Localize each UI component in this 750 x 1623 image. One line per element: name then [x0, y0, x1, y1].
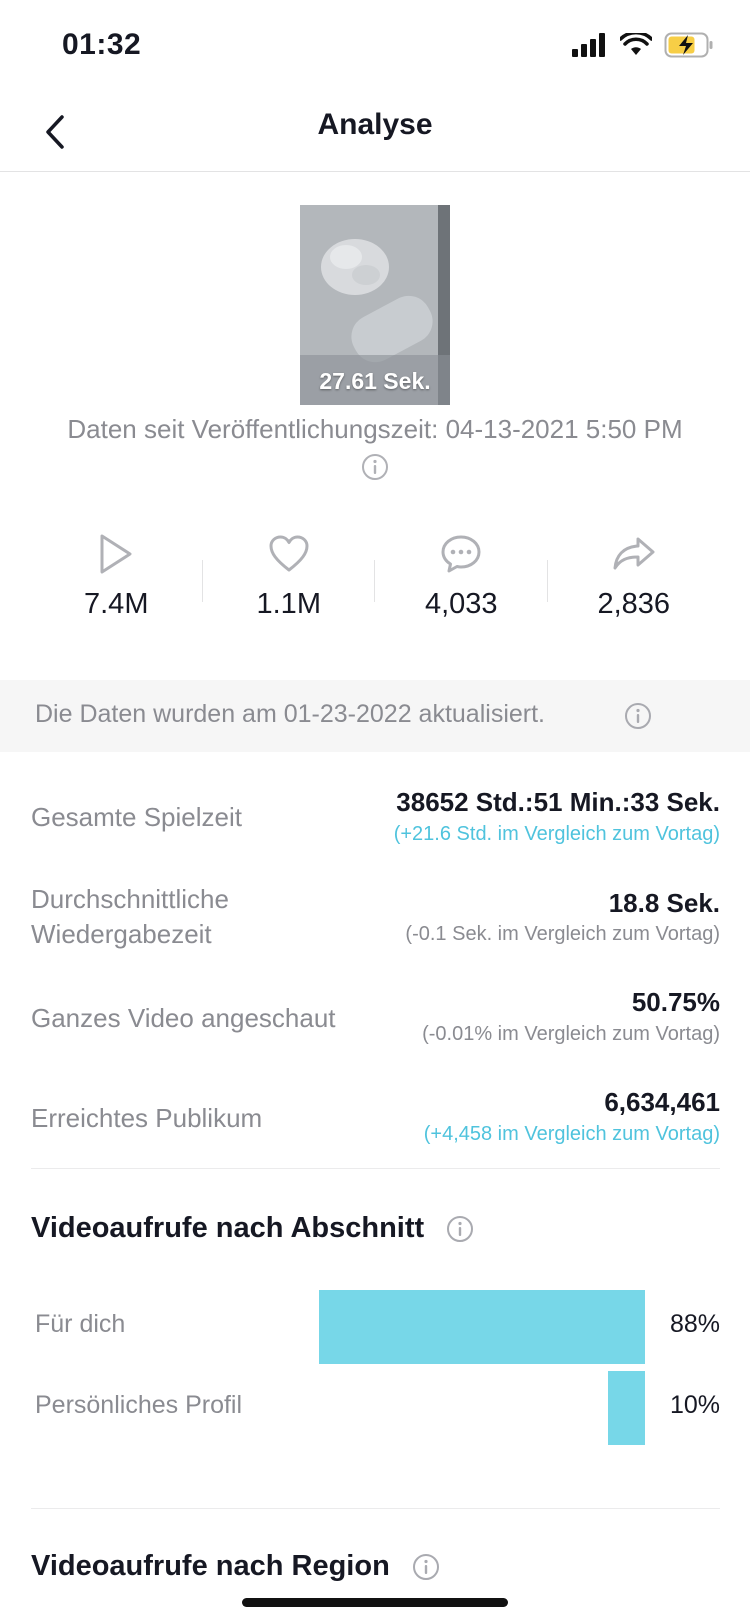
divider — [31, 1168, 720, 1169]
metric-value: 38652 Std.:51 Min.:33 Sek. — [396, 787, 720, 817]
info-icon[interactable] — [446, 1215, 474, 1243]
metric-value: 50.75% — [631, 987, 720, 1017]
metric-reached-audience: Erreichtes Publikum 6,634,461 (+4,458 im… — [31, 1085, 720, 1165]
heart-icon — [269, 535, 309, 572]
divider — [31, 1508, 720, 1509]
section-title-by-section: Videoaufrufe nach Abschnitt — [31, 1212, 474, 1245]
stat-shares-value: 2,836 — [597, 588, 671, 620]
divider — [546, 560, 548, 602]
metric-value: 6,634,461 — [604, 1087, 720, 1117]
stat-likes: 1.1M — [203, 530, 375, 640]
metric-average-watch-time: Durchschnittliche Wiedergabezeit 18.8 Se… — [31, 880, 720, 960]
bar-fill — [608, 1371, 645, 1445]
stat-comments: 4,033 — [375, 530, 548, 640]
battery-charging-icon — [664, 32, 713, 58]
signal-icon — [572, 33, 605, 57]
home-indicator — [242, 1598, 508, 1607]
metric-full-video-watched: Ganzes Video angeschaut 50.75% (-0.01% i… — [31, 985, 720, 1065]
section-title-by-region: Videoaufrufe nach Region — [31, 1550, 440, 1583]
back-button[interactable] — [32, 108, 80, 156]
divider — [201, 560, 203, 602]
bar-label: Persönliches Profil — [35, 1391, 243, 1419]
section-title-text: Videoaufrufe nach Region — [31, 1550, 390, 1582]
video-duration: 27.61 Sek. — [319, 368, 431, 394]
metric-compare: (-0.01% im Vergleich zum Vortag) — [422, 1023, 720, 1045]
status-bar: 01:32 — [0, 0, 750, 92]
stat-likes-value: 1.1M — [256, 588, 321, 620]
metric-label: Durchschnittliche Wiedergabezeit — [31, 884, 229, 949]
status-time: 01:32 — [62, 28, 142, 61]
metric-compare: (+4,458 im Vergleich zum Vortag) — [423, 1123, 720, 1145]
play-icon — [100, 534, 132, 574]
metric-label: Ganzes Video angeschaut — [31, 1003, 336, 1033]
thumbnail-image — [300, 205, 450, 405]
chevron-left-icon — [46, 115, 64, 149]
wifi-icon — [620, 33, 652, 55]
info-icon[interactable] — [361, 453, 389, 486]
update-text: Die Daten wurden am 01-23-2022 aktualisi… — [35, 700, 545, 728]
metric-total-playtime: Gesamte Spielzeit 38652 Std.:51 Min.:33 … — [31, 785, 720, 865]
update-banner: Die Daten wurden am 01-23-2022 aktualisi… — [0, 680, 750, 752]
stat-comments-value: 4,033 — [424, 588, 498, 620]
bar-label: Für dich — [35, 1310, 126, 1338]
stat-views: 7.4M — [30, 530, 203, 640]
metric-compare: (-0.1 Sek. im Vergleich zum Vortag) — [405, 923, 720, 945]
metric-value: 18.8 Sek. — [608, 888, 720, 918]
video-thumbnail[interactable]: 27.61 Sek. — [300, 205, 450, 405]
section-bar-row: Für dich 88% — [35, 1290, 720, 1364]
engagement-stats: 7.4M 1.1M 4,033 2,836 — [30, 530, 720, 640]
page-title: Analyse — [317, 108, 433, 141]
stat-shares: 2,836 — [548, 530, 721, 640]
section-bar-row: Persönliches Profil 10% — [35, 1371, 720, 1445]
share-icon — [613, 537, 655, 570]
bar-percent: 10% — [669, 1391, 720, 1419]
nav-header: Analyse — [0, 92, 750, 172]
metric-compare: (+21.6 Std. im Vergleich zum Vortag) — [393, 823, 720, 845]
metric-label: Erreichtes Publikum — [31, 1103, 263, 1133]
data-since-text: Daten seit Veröffentlichungszeit: 04-13-… — [67, 414, 683, 444]
bar-fill — [319, 1290, 645, 1364]
divider — [374, 560, 375, 602]
comment-icon — [441, 535, 481, 573]
section-title-text: Videoaufrufe nach Abschnitt — [31, 1212, 425, 1244]
metric-label: Gesamte Spielzeit — [31, 802, 242, 832]
status-icons — [572, 32, 714, 58]
info-icon[interactable] — [412, 1553, 440, 1581]
info-icon[interactable] — [624, 702, 652, 735]
stat-views-value: 7.4M — [84, 588, 149, 620]
bar-percent: 88% — [669, 1310, 720, 1338]
